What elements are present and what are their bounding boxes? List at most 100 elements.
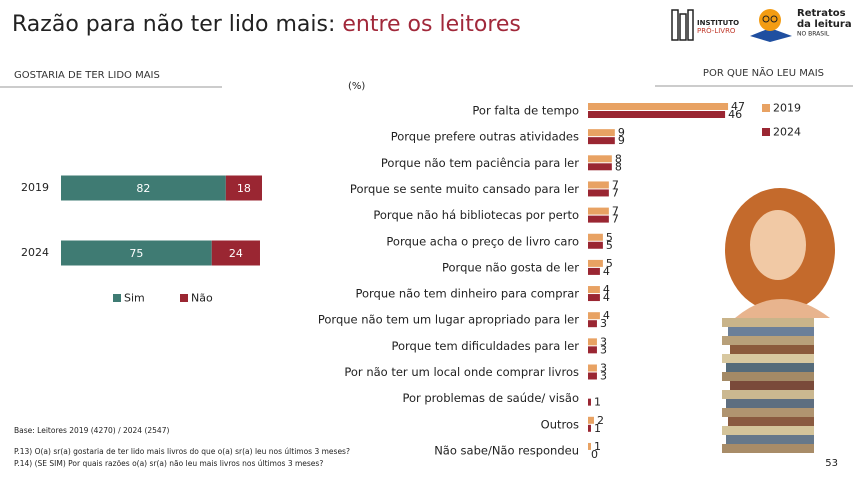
value-label: 3 xyxy=(600,335,607,348)
value-label: 1 xyxy=(594,422,601,435)
value-label: 9 xyxy=(618,126,625,139)
logo-text: da leitura xyxy=(797,19,852,30)
chart-title: GOSTARIA DE TER LIDO MAIS xyxy=(14,70,160,81)
logo-instituto: INSTITUTO PRÓ-LIVRO xyxy=(671,9,739,41)
category-label: Porque não tem paciência para ler xyxy=(381,156,579,170)
logo-text: NO BRASIL xyxy=(797,31,830,38)
category-label: Porque prefere outras atividades xyxy=(391,130,579,144)
value-label: 4 xyxy=(603,265,610,278)
category-label: Porque não há bibliotecas por perto xyxy=(373,208,579,222)
bar xyxy=(588,163,612,171)
category-label: Porque não tem dinheiro para comprar xyxy=(355,287,579,301)
bar xyxy=(588,398,591,406)
page-number: 53 xyxy=(825,458,838,469)
value-label: 8 xyxy=(615,160,622,173)
value-label: 5 xyxy=(606,231,613,244)
bar xyxy=(588,364,597,372)
value-label: 4 xyxy=(603,309,610,322)
bar xyxy=(588,267,600,275)
bar-segment xyxy=(211,240,260,266)
value-label: 24 xyxy=(229,247,243,260)
category-label: Porque não gosta de ler xyxy=(442,260,579,274)
legend-label: 2024 xyxy=(773,126,801,139)
category-label: Porque tem dificuldades para ler xyxy=(391,339,579,353)
bar xyxy=(588,372,597,380)
bar xyxy=(588,181,609,189)
bar xyxy=(588,424,591,432)
bar xyxy=(588,129,615,137)
value-label: 3 xyxy=(600,343,607,356)
value-label: 75 xyxy=(129,247,143,260)
value-label: 5 xyxy=(606,239,613,252)
bar xyxy=(588,259,603,267)
bar xyxy=(588,233,603,241)
bar xyxy=(588,103,729,110)
value-label: 2 xyxy=(597,414,604,427)
category-label: Por não ter um local onde comprar livros xyxy=(344,365,579,379)
value-label: 3 xyxy=(600,317,607,330)
bar xyxy=(588,215,609,223)
bar xyxy=(588,241,603,249)
category-label: Por falta de tempo xyxy=(472,104,579,118)
bar xyxy=(588,111,726,118)
value-label: 9 xyxy=(618,134,625,147)
value-label: 3 xyxy=(600,370,607,383)
bar xyxy=(588,189,609,197)
bar-segment xyxy=(225,175,262,201)
title: Razão para não ter lido mais: entre os l… xyxy=(12,12,521,37)
bar xyxy=(588,338,597,346)
value-label: 4 xyxy=(603,283,610,296)
bar xyxy=(588,294,600,302)
bar xyxy=(588,137,615,145)
legend-label: Sim xyxy=(124,292,145,305)
logo-text: INSTITUTO xyxy=(697,19,739,27)
value-label: 1 xyxy=(594,396,601,409)
value-label: 8 xyxy=(615,152,622,165)
bar xyxy=(588,346,597,354)
bar xyxy=(588,155,612,163)
title-sub: entre os leitores xyxy=(342,12,521,37)
category-label: Porque acha o preço de livro caro xyxy=(386,234,579,248)
bar xyxy=(588,416,594,424)
logo-text: Retratos xyxy=(797,8,846,19)
bar xyxy=(588,312,600,320)
value-label: 47 xyxy=(731,100,745,113)
bar xyxy=(588,442,591,450)
chart-title: POR QUE NÃO LEU MAIS xyxy=(703,66,824,79)
base-note: Base: Leitores 2019 (4270) / 2024 (2547) xyxy=(14,426,169,435)
value-label: 7 xyxy=(612,205,619,218)
value-label: 3 xyxy=(600,362,607,375)
value-label: 82 xyxy=(136,182,150,195)
category-label: 2019 xyxy=(21,181,49,194)
unit-label: (%) xyxy=(348,81,365,92)
bar xyxy=(588,320,597,328)
footnote: P.14) (SE SIM) Por quais razões o(a) sr(… xyxy=(14,459,323,468)
value-label: 1 xyxy=(594,440,601,453)
value-label: 7 xyxy=(612,213,619,226)
category-label: Outros xyxy=(541,417,579,431)
legend-label: 2019 xyxy=(773,102,801,115)
bar-segment xyxy=(61,240,212,266)
category-label: Não sabe/Não respondeu xyxy=(434,443,579,457)
legend-swatch xyxy=(762,104,770,112)
value-label: 4 xyxy=(603,291,610,304)
legend-swatch xyxy=(180,294,188,302)
value-label: 0 xyxy=(591,448,598,461)
logo-retratos: Retratos da leitura NO BRASIL xyxy=(750,8,852,42)
bar xyxy=(588,207,609,215)
legend-swatch xyxy=(762,128,770,136)
category-label: 2024 xyxy=(21,246,49,259)
logo-text: PRÓ-LIVRO xyxy=(697,26,736,35)
bar-segment xyxy=(61,175,226,201)
bar xyxy=(588,286,600,294)
category-label: Porque não tem um lugar apropriado para … xyxy=(318,313,579,327)
title-main: Razão para não ter lido mais: xyxy=(12,12,335,37)
category-label: Por problemas de saúde/ visão xyxy=(402,391,579,405)
legend-label: Não xyxy=(191,292,213,305)
value-label: 46 xyxy=(728,108,742,121)
value-label: 7 xyxy=(612,186,619,199)
value-label: 18 xyxy=(237,182,251,195)
